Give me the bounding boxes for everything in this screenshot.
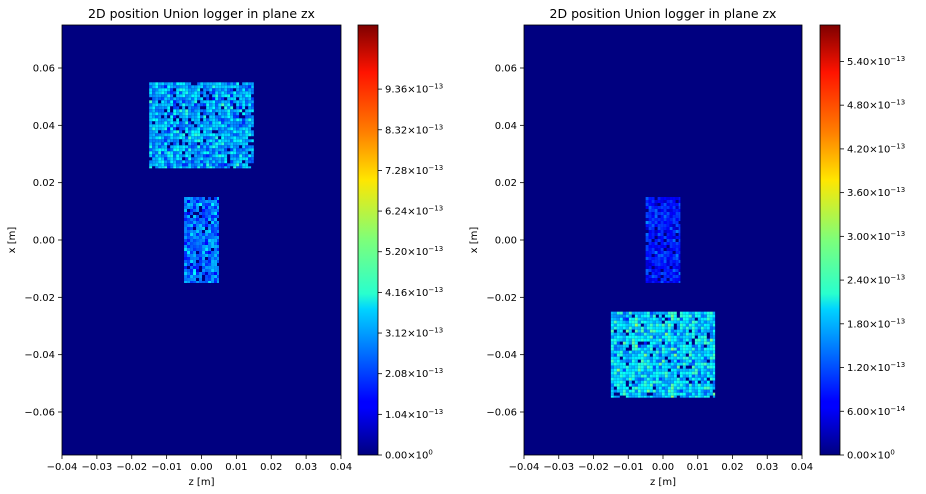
colorbar-tick-label: 6.24×10−13 — [385, 205, 443, 218]
x-tick-label: 0.02 — [260, 462, 282, 473]
colorbar-gradient — [357, 24, 379, 456]
heatmap-region-center-bar — [184, 197, 219, 283]
y-tick-label: 0.06 — [33, 64, 55, 75]
y-tick-label: 0.06 — [495, 64, 517, 75]
heatmap-region-center-bar — [645, 197, 681, 283]
colorbar-tick-label: 3.00×10−13 — [847, 230, 905, 243]
colorbar-tick-label: 3.60×10−13 — [847, 186, 905, 199]
colorbar-tick-label: 7.28×10−13 — [385, 164, 443, 177]
x-tick-label: 0.01 — [687, 462, 709, 473]
y-axis-label: x [m] — [7, 227, 18, 254]
colorbar-tick-label: 5.40×10−13 — [847, 55, 905, 68]
heatmap-panel-left: −0.04 −0.03 −0.02 −0.01 0.00 0.01 0.02 0.03 0.04… — [7, 6, 443, 488]
y-tick-label: 0.04 — [495, 121, 517, 132]
y-tick-label: −0.04 — [486, 350, 517, 361]
colorbar-tick-label: 4.20×10−13 — [847, 142, 905, 155]
x-tick-label: 0.03 — [756, 462, 778, 473]
y-tick-label: −0.06 — [24, 408, 55, 419]
colorbar-tick-label: 4.16×10−13 — [385, 286, 443, 299]
y-tick-label: −0.04 — [24, 350, 55, 361]
x-tick-label: 0.02 — [721, 462, 743, 473]
colorbar-tick-label: 4.80×10−13 — [847, 99, 905, 112]
x-tick-label: −0.02 — [578, 462, 609, 473]
y-axis-label: x [m] — [469, 227, 480, 254]
x-axis-label: z [m] — [189, 477, 215, 488]
x-tick-label: −0.01 — [613, 462, 644, 473]
colorbar-gradient — [819, 24, 841, 456]
x-tick-label: 0.04 — [330, 462, 352, 473]
colorbar-tick-label: 1.80×10−13 — [847, 317, 905, 330]
y-tick-label: 0.04 — [33, 121, 55, 132]
y-tick-label: 0.00 — [33, 236, 55, 247]
chart-title: 2D position Union logger in plane zx — [550, 6, 777, 21]
y-tick-label: 0.02 — [33, 178, 55, 189]
heatmap-region-upper-box — [149, 82, 254, 169]
x-tick-label: 0.01 — [225, 462, 247, 473]
x-tick-label: −0.03 — [543, 462, 574, 473]
x-tick-label: 0.00 — [652, 462, 674, 473]
colorbar-tick-label: 0.00×100 — [847, 449, 895, 462]
colorbar: 0.00×100 1.04×10−13 2.08×10−13 3.12×10−13 4.… — [357, 24, 443, 462]
x-tick-label: −0.03 — [82, 462, 113, 473]
heatmap-panel-right: −0.04 −0.03 −0.02 −0.01 0.00 0.01 0.02 0.03 0.04… — [469, 6, 906, 488]
colorbar-tick-label: 1.20×10−13 — [847, 361, 905, 374]
y-tick-label: 0.02 — [495, 178, 517, 189]
y-tick-label: 0.00 — [495, 236, 517, 247]
y-tick-label: −0.02 — [486, 293, 517, 304]
x-tick-label: −0.01 — [151, 462, 182, 473]
colorbar-tick-label: 1.04×10−13 — [385, 408, 443, 421]
y-tick-label: −0.02 — [24, 293, 55, 304]
colorbar-tick-label: 3.12×10−13 — [385, 327, 443, 340]
x-tick-label: −0.04 — [47, 462, 78, 473]
colorbar-tick-label: 5.20×10−13 — [385, 245, 443, 258]
x-tick-label: 0.03 — [295, 462, 317, 473]
colorbar-tick-label: 9.36×10−13 — [385, 83, 443, 96]
colorbar-tick-label: 6.00×10−14 — [847, 405, 906, 418]
colorbar-tick-label: 2.08×10−13 — [385, 367, 443, 380]
chart-title: 2D position Union logger in plane zx — [88, 6, 315, 21]
x-tick-label: 0.04 — [791, 462, 813, 473]
colorbar-tick-label: 8.32×10−13 — [385, 123, 443, 136]
colorbar-tick-label: 2.40×10−13 — [847, 274, 905, 287]
x-tick-label: 0.00 — [190, 462, 212, 473]
x-tick-label: −0.02 — [116, 462, 147, 473]
heatmap-region-lower-box — [610, 311, 716, 398]
colorbar: 0.00×100 6.00×10−14 1.20×10−13 1.80×10−13 2.… — [819, 24, 906, 462]
x-tick-label: −0.04 — [509, 462, 540, 473]
colorbar-tick-label: 0.00×100 — [385, 449, 433, 462]
y-tick-label: −0.06 — [486, 408, 517, 419]
x-axis-label: z [m] — [650, 477, 676, 488]
